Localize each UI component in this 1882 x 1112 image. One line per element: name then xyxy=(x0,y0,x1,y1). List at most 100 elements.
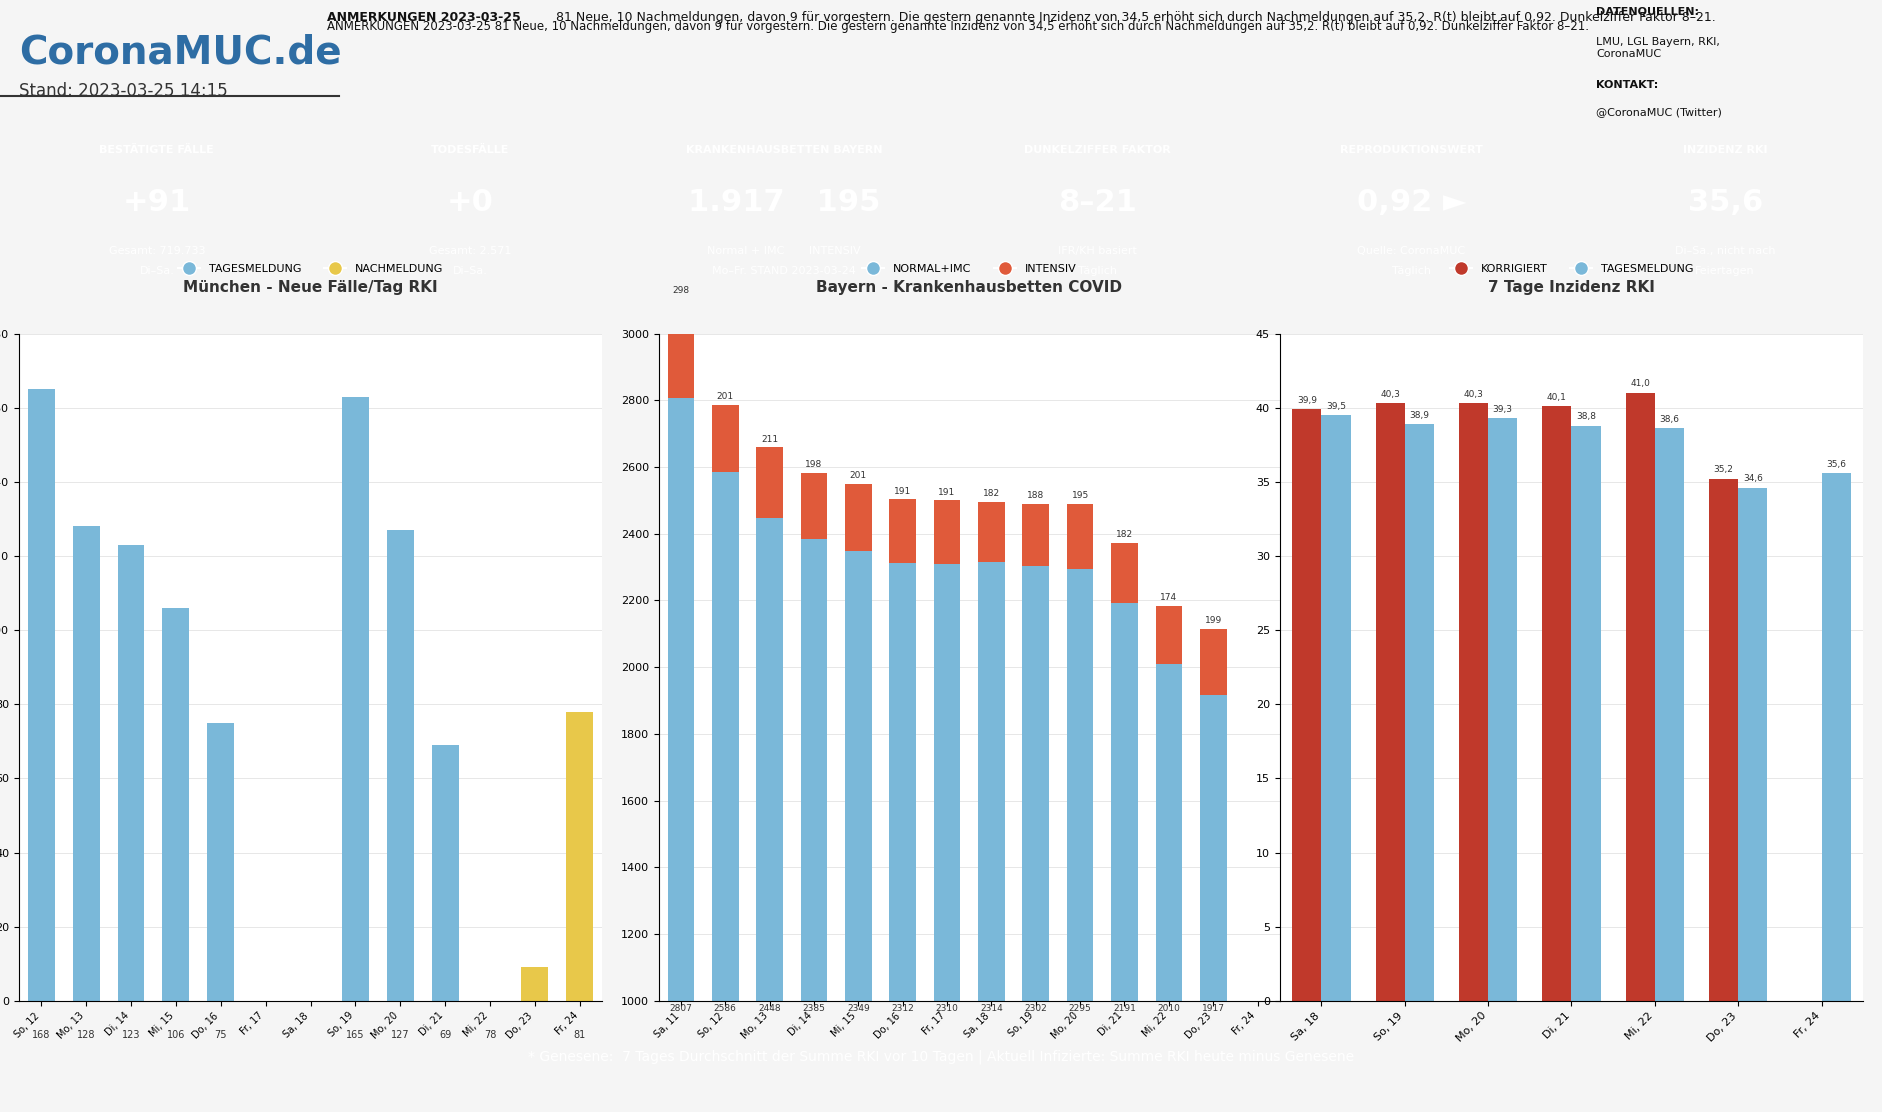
Title: Bayern - Krankenhausbetten COVID: Bayern - Krankenhausbetten COVID xyxy=(817,280,1122,295)
Text: Stand: 2023-03-25 14:15: Stand: 2023-03-25 14:15 xyxy=(19,82,228,100)
Text: 81 Neue, 10 Nachmeldungen, davon 9 für vorgestern. Die gestern genannte Inzidenz: 81 Neue, 10 Nachmeldungen, davon 9 für v… xyxy=(551,11,1716,23)
Bar xyxy=(1067,504,1093,569)
Bar xyxy=(668,398,694,1112)
Text: 2349: 2349 xyxy=(847,1004,869,1013)
Bar xyxy=(343,397,369,1001)
Text: 40,3: 40,3 xyxy=(1464,390,1483,399)
Bar xyxy=(1110,604,1139,1112)
Text: 199: 199 xyxy=(1204,616,1221,625)
Bar xyxy=(711,405,738,471)
Text: Gesamt: 2.571: Gesamt: 2.571 xyxy=(429,246,512,256)
Bar xyxy=(711,471,738,1112)
Text: 39,5: 39,5 xyxy=(1327,401,1346,410)
Text: 38,9: 38,9 xyxy=(1410,410,1428,419)
Bar xyxy=(1156,606,1182,664)
Text: 2295: 2295 xyxy=(1069,1004,1092,1013)
Text: KONTAKT:: KONTAKT: xyxy=(1596,80,1658,90)
Text: 2312: 2312 xyxy=(892,1004,915,1013)
Bar xyxy=(890,563,917,1112)
Text: 34,6: 34,6 xyxy=(1743,475,1763,484)
Bar xyxy=(1022,566,1048,1112)
Text: Di–Sa.: Di–Sa. xyxy=(454,267,487,277)
Bar xyxy=(1110,543,1139,604)
Text: 168: 168 xyxy=(32,1031,51,1041)
Text: DATENQUELLEN:: DATENQUELLEN: xyxy=(1596,7,1699,17)
Text: @CoronaMUC (Twitter): @CoronaMUC (Twitter) xyxy=(1596,107,1722,117)
Text: 2385: 2385 xyxy=(802,1004,826,1013)
Text: LMU, LGL Bayern, RKI,
CoronaMUC: LMU, LGL Bayern, RKI, CoronaMUC xyxy=(1596,38,1720,59)
Text: 75: 75 xyxy=(215,1031,228,1041)
Text: 201: 201 xyxy=(717,393,734,401)
Bar xyxy=(28,389,55,1001)
Text: 188: 188 xyxy=(1028,492,1045,500)
Text: Mo–Fr. STAND 2023-03-24: Mo–Fr. STAND 2023-03-24 xyxy=(711,267,856,277)
Bar xyxy=(800,539,828,1112)
Text: 201: 201 xyxy=(851,471,868,480)
Text: 8–21: 8–21 xyxy=(1058,188,1137,217)
Text: 40,1: 40,1 xyxy=(1547,393,1568,401)
Bar xyxy=(1654,428,1684,1001)
Legend: NORMAL+IMC, INTENSIV: NORMAL+IMC, INTENSIV xyxy=(858,259,1080,278)
Text: 0,92 ►: 0,92 ► xyxy=(1357,188,1466,217)
Bar xyxy=(1201,628,1227,695)
Text: 182: 182 xyxy=(982,489,999,498)
Text: +91: +91 xyxy=(122,188,190,217)
Bar xyxy=(1626,393,1654,1001)
Text: Feiertagen: Feiertagen xyxy=(1696,267,1756,277)
Text: 2586: 2586 xyxy=(713,1004,736,1013)
Text: 2807: 2807 xyxy=(670,1004,693,1013)
Text: Di–Sa.: Di–Sa. xyxy=(139,267,175,277)
Bar xyxy=(933,564,960,1112)
Bar xyxy=(979,563,1005,1112)
Bar xyxy=(1709,479,1739,1001)
Text: 191: 191 xyxy=(939,488,956,497)
Text: Quelle: CoronaMUC: Quelle: CoronaMUC xyxy=(1357,246,1466,256)
Bar xyxy=(1376,404,1404,1001)
Text: 1917: 1917 xyxy=(1203,1004,1225,1013)
Bar xyxy=(757,518,783,1112)
Bar xyxy=(1739,488,1767,1001)
Text: 2191: 2191 xyxy=(1112,1004,1137,1013)
Text: REPRODUKTIONSWERT: REPRODUKTIONSWERT xyxy=(1340,145,1483,155)
Bar xyxy=(1822,473,1850,1001)
Text: 123: 123 xyxy=(122,1031,141,1041)
Text: INZIDENZ RKI: INZIDENZ RKI xyxy=(1683,145,1767,155)
Bar xyxy=(1489,418,1517,1001)
Text: 2448: 2448 xyxy=(758,1004,781,1013)
Text: Gesamt: 719.733: Gesamt: 719.733 xyxy=(109,246,205,256)
Text: 198: 198 xyxy=(805,460,822,469)
Text: 35,6: 35,6 xyxy=(1826,459,1846,468)
Text: Di–Sa., nicht nach: Di–Sa., nicht nach xyxy=(1675,246,1775,256)
Text: Täglich: Täglich xyxy=(1078,267,1118,277)
Text: 298: 298 xyxy=(672,286,689,296)
Bar xyxy=(117,545,145,1001)
Text: 128: 128 xyxy=(77,1031,96,1041)
Text: 35,2: 35,2 xyxy=(1715,466,1733,475)
Text: 40,3: 40,3 xyxy=(1380,390,1400,399)
Bar xyxy=(1201,695,1227,1112)
Text: ANMERKUNGEN 2023-03-25 81 Neue, 10 Nachmeldungen, davon 9 für vorgestern. Die ge: ANMERKUNGEN 2023-03-25 81 Neue, 10 Nachm… xyxy=(327,20,1588,33)
Bar xyxy=(800,473,828,539)
Text: 1.917   195: 1.917 195 xyxy=(689,188,881,217)
Bar xyxy=(1022,504,1048,566)
Bar xyxy=(1541,406,1571,1001)
Text: 182: 182 xyxy=(1116,530,1133,539)
Bar xyxy=(1293,409,1321,1001)
Text: 191: 191 xyxy=(894,487,911,496)
Text: Normal + IMC       INTENSIV: Normal + IMC INTENSIV xyxy=(708,246,860,256)
Text: 69: 69 xyxy=(439,1031,452,1041)
Text: 41,0: 41,0 xyxy=(1630,379,1651,388)
Text: TODESFÄLLE: TODESFÄLLE xyxy=(431,145,510,155)
Bar xyxy=(162,608,190,1001)
Text: 39,9: 39,9 xyxy=(1297,396,1317,405)
Text: 195: 195 xyxy=(1071,492,1090,500)
Text: 211: 211 xyxy=(760,435,777,444)
Bar xyxy=(207,723,233,1001)
Text: 127: 127 xyxy=(391,1031,410,1041)
Bar xyxy=(979,502,1005,563)
Text: 81: 81 xyxy=(574,1031,585,1041)
Text: 2302: 2302 xyxy=(1024,1004,1046,1013)
Text: * Genesene:  7 Tages Durchschnitt der Summe RKI vor 10 Tagen | Aktuell Infiziert: * Genesene: 7 Tages Durchschnitt der Sum… xyxy=(529,1049,1353,1064)
Text: 38,6: 38,6 xyxy=(1660,415,1679,424)
Text: Täglich: Täglich xyxy=(1393,267,1430,277)
